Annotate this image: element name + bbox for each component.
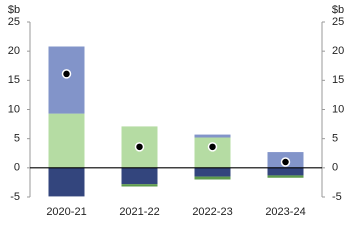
bar-segment xyxy=(48,113,85,168)
y2-tick-label: 10 xyxy=(332,103,344,115)
bar-segment xyxy=(121,167,158,185)
y2-tick-label: 25 xyxy=(332,16,344,28)
y-tick-label: 15 xyxy=(8,74,20,86)
bar-segment xyxy=(48,46,85,114)
y2-tick-label: 5 xyxy=(332,133,338,145)
y2-tick-label: 20 xyxy=(332,45,344,57)
bar-segment xyxy=(194,167,231,177)
y-tick-label: 20 xyxy=(8,45,20,57)
bar-segment xyxy=(194,137,231,168)
chart: $b $b -5 -5 0 0 5 5 10 10 15 15 20 20 25 25 2020-21 202… xyxy=(8,4,345,218)
bar-segment xyxy=(267,167,304,176)
bar-segment xyxy=(48,167,85,197)
y2-tick-label: -5 xyxy=(332,191,342,203)
bar-segment xyxy=(194,134,231,138)
net-marker xyxy=(134,142,145,152)
y2-tick-label: 15 xyxy=(332,74,344,86)
y-tick-label: 25 xyxy=(8,16,20,28)
y-tick-label: -5 xyxy=(10,191,20,203)
x-tick-label: 2021-22 xyxy=(119,206,159,218)
bar-segment xyxy=(121,184,158,187)
y-tick-label: 10 xyxy=(8,103,20,115)
right-unit-label: $b xyxy=(332,4,344,16)
bar-segment xyxy=(194,176,231,180)
net-marker xyxy=(207,142,218,152)
y-tick-label: 5 xyxy=(14,133,20,145)
y2-tick-label: 0 xyxy=(332,162,338,174)
x-tick-label: 2022-23 xyxy=(192,206,232,218)
bar-segment xyxy=(267,175,304,178)
x-tick-label: 2023-24 xyxy=(265,206,305,218)
net-marker xyxy=(280,157,291,167)
y-tick-label: 0 xyxy=(14,162,20,174)
left-unit-label: $b xyxy=(8,4,20,16)
net-marker xyxy=(61,69,72,79)
x-tick-label: 2020-21 xyxy=(46,206,86,218)
